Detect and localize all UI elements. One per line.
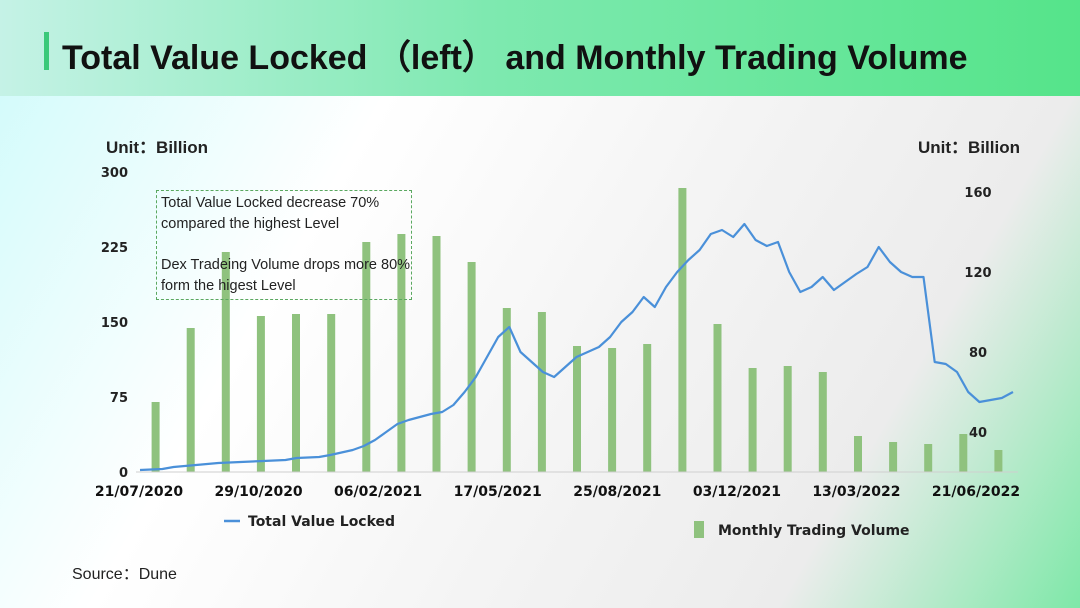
annotation-line-2: Dex Tradeing Volume drops more 80% form … [161,257,411,294]
annotation-line-1: Total Value Locked decrease 70% compared… [161,195,380,232]
legend-bar-swatch [694,521,704,538]
volume-bar [713,324,722,472]
legend-line-label: Total Value Locked [248,514,395,530]
volume-bar [924,444,933,472]
x-tick-label: 13/03/2022 [812,484,900,500]
title-accent-bar [44,32,49,70]
right-tick-label: 160 [964,186,991,201]
volume-bar [994,450,1003,472]
right-tick-label: 40 [969,426,987,441]
tvl-line-series [139,222,1014,472]
legend-line: Total Value Locked [224,514,395,530]
volume-bar [151,402,160,472]
x-tick-label: 03/12/2021 [693,484,781,500]
right-axis-ticks: 160 120 80 40 [964,186,991,441]
volume-bar [959,434,968,472]
volume-bar [221,252,230,472]
legend-bar-label: Monthly Trading Volume [718,523,910,539]
volume-bar [678,188,687,472]
volume-bar [537,312,546,472]
right-tick-label: 80 [969,346,987,361]
x-tick-label: 21/06/2022 [932,484,1020,500]
source-label: Source：Dune [72,566,177,583]
volume-bar [186,328,195,472]
volume-bar [502,308,511,472]
left-tick-label: 0 [119,466,128,481]
volume-bar [818,372,827,472]
left-tick-label: 300 [101,166,128,181]
volume-bar [256,316,265,472]
x-tick-label: 29/10/2020 [215,484,303,500]
volume-bar [467,262,476,472]
left-tick-label: 150 [101,316,128,331]
right-unit-label: Unit：Billion [918,138,1020,157]
volume-bar [889,442,898,472]
volume-bar [432,236,441,472]
right-tick-label: 120 [964,266,991,281]
x-tick-label: 21/07/2020 [95,484,183,500]
left-tick-label: 75 [110,391,128,406]
volume-bar [327,314,336,472]
volume-bar [748,368,757,472]
volume-bar [854,436,862,472]
volume-bar [608,348,617,472]
x-tick-label: 25/08/2021 [573,484,661,500]
volume-bar [573,346,581,472]
x-tick-label: 06/02/2021 [334,484,422,500]
volume-bar [292,314,300,472]
annotation-box: Total Value Locked decrease 70% compared… [156,190,412,300]
x-axis-ticks: 21/07/2020 29/10/2020 06/02/2021 17/05/2021… [95,484,1020,500]
left-unit-label: Unit：Billion [106,138,208,157]
page-title: Total Value Locked （left） and Monthly Tr… [62,39,968,77]
volume-bar [643,344,652,472]
left-tick-label: 225 [101,241,128,256]
volume-bar [783,366,792,472]
legend-bar: Monthly Trading Volume [694,521,910,539]
volume-bar [397,234,406,472]
volume-bar [362,242,371,472]
header-banner: Total Value Locked （left） and Monthly Tr… [0,0,1080,96]
x-tick-label: 17/05/2021 [454,484,542,500]
bar-series [151,188,1003,472]
left-axis-ticks: 300 225 150 75 0 [101,166,128,481]
